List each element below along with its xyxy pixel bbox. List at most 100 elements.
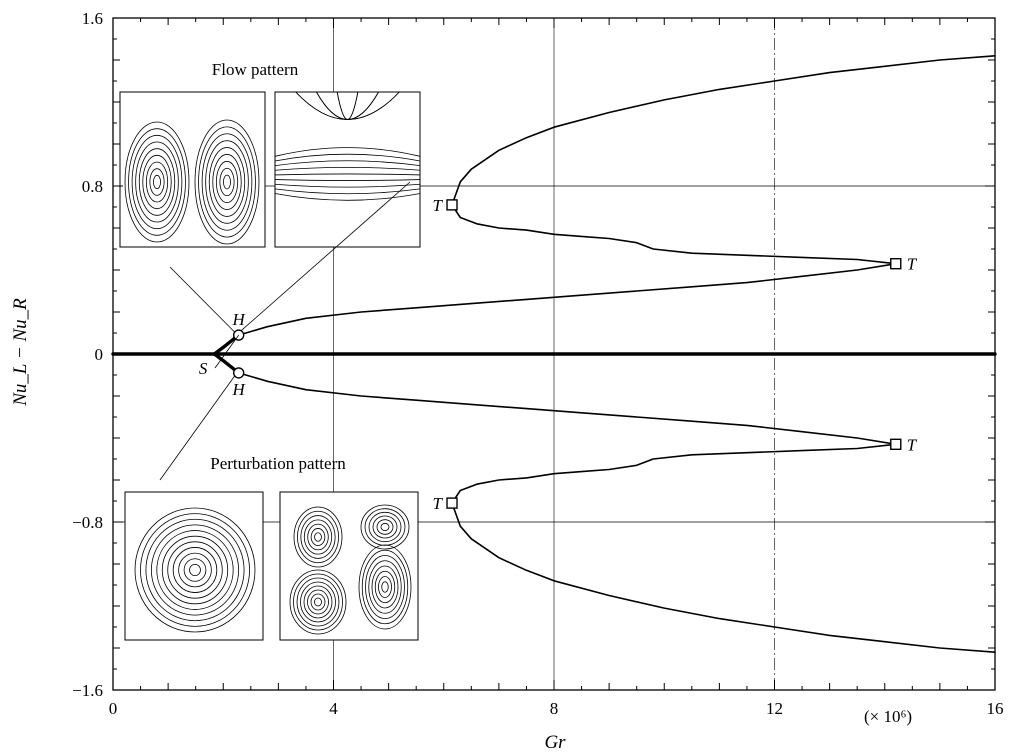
- contour-line: [124, 121, 190, 243]
- curve-upper_branch_lower: [237, 262, 897, 336]
- contour-line: [274, 153, 421, 162]
- contour-line: [131, 134, 183, 230]
- curves: [111, 54, 997, 654]
- turning-point-marker: [890, 438, 902, 450]
- turning-point-marker: [446, 199, 458, 211]
- contour-line: [314, 532, 322, 542]
- contour-line: [198, 126, 256, 238]
- contour-line: [205, 140, 249, 224]
- contour-line: [274, 173, 421, 176]
- perturbation-pattern-label: Perturbation pattern: [210, 454, 346, 473]
- insets: [119, 91, 421, 641]
- curve-upper_branch_top: [451, 54, 996, 206]
- contour-line: [296, 577, 340, 627]
- contour-line: [293, 506, 343, 568]
- contour-line: [274, 166, 421, 171]
- contour-line: [274, 160, 421, 167]
- contour-line: [371, 565, 399, 609]
- contour-line: [274, 183, 421, 188]
- y-tick-label: 1.6: [82, 9, 103, 28]
- point-label: T: [907, 435, 918, 454]
- contour-line: [149, 168, 165, 196]
- contour-line: [223, 174, 231, 190]
- contour-line: [380, 522, 390, 532]
- contour-line: [142, 154, 172, 210]
- x-tick-label: 0: [109, 699, 118, 718]
- y-tick-label: 0.8: [82, 177, 103, 196]
- curve-lower_branch_upper: [237, 372, 897, 446]
- curve-lower_branch_bottom: [451, 502, 996, 654]
- y-tick-label: 0: [95, 345, 104, 364]
- contour-line: [300, 581, 336, 623]
- x-tick-label: 8: [550, 699, 559, 718]
- flow-pattern-label: Flow pattern: [212, 60, 299, 79]
- point-label: T: [433, 196, 444, 215]
- leader-line: [159, 375, 236, 481]
- contour-line: [145, 518, 245, 622]
- curve-upper_branch_middle: [451, 204, 897, 265]
- contour-line: [310, 528, 326, 546]
- contour-line: [183, 558, 207, 582]
- point-label: H: [232, 310, 247, 329]
- contour-line: [295, 91, 400, 120]
- contour-line: [153, 174, 161, 190]
- point-label: T: [433, 494, 444, 513]
- contour-line: [360, 504, 410, 550]
- contour-line: [134, 507, 256, 633]
- leader-line: [214, 334, 240, 369]
- perturbation-pattern-inset-1: [124, 491, 264, 641]
- y-axis-title: Nu_L − Nu_R: [10, 298, 31, 407]
- contour-line: [215, 160, 239, 204]
- contour-line: [128, 128, 186, 236]
- contour-line: [293, 573, 343, 631]
- ticks: 0 4 8 12 16 1.6 0.8 0 −0.8 −1.6: [72, 9, 1003, 718]
- x-tick-label: 4: [329, 699, 338, 718]
- contour-line: [274, 147, 421, 157]
- contour-line: [381, 581, 389, 593]
- contour-line: [314, 597, 322, 607]
- contour-line: [219, 167, 235, 197]
- contour-line: [150, 524, 240, 616]
- contour-line: [167, 541, 223, 599]
- contour-line: [310, 593, 326, 611]
- contour-line: [135, 141, 179, 223]
- contour-line: [368, 511, 402, 543]
- flow-pattern-inset-2: [274, 91, 421, 248]
- contour-line: [172, 547, 218, 593]
- x-tick-label: 16: [987, 699, 1004, 718]
- contour-line: [140, 513, 250, 627]
- leader-line: [240, 181, 411, 332]
- contour-line: [274, 179, 421, 181]
- contour-line: [201, 133, 253, 231]
- contour-line: [361, 549, 409, 625]
- contour-line: [274, 188, 421, 195]
- markers: H H S T T T T: [199, 196, 918, 513]
- contour-line: [376, 519, 394, 535]
- contour-line: [189, 563, 201, 577]
- contour-line: [378, 576, 392, 598]
- point-label: T: [907, 255, 918, 274]
- contour-line: [161, 535, 229, 605]
- contour-line: [212, 154, 242, 210]
- contour-line: [307, 523, 329, 551]
- contour-line: [156, 530, 234, 610]
- contour-line: [178, 552, 212, 588]
- contour-line: [300, 515, 336, 559]
- contour-line: [307, 589, 329, 615]
- contour-line: [145, 161, 169, 203]
- inset-frame: [274, 91, 421, 248]
- contour-line: [365, 555, 405, 619]
- leader-line: [169, 266, 235, 333]
- contour-line: [289, 569, 347, 635]
- turning-point-marker: [890, 258, 902, 270]
- curve-lower_branch_middle: [451, 443, 897, 504]
- x-axis-title: Gr: [544, 732, 566, 753]
- contour-line: [297, 510, 339, 564]
- contour-line: [208, 147, 246, 217]
- contour-line: [358, 544, 412, 630]
- y-tick-label: −1.6: [72, 681, 103, 700]
- contour-line: [194, 119, 260, 245]
- hopf-point-marker: [232, 367, 245, 379]
- contour-line: [368, 560, 402, 614]
